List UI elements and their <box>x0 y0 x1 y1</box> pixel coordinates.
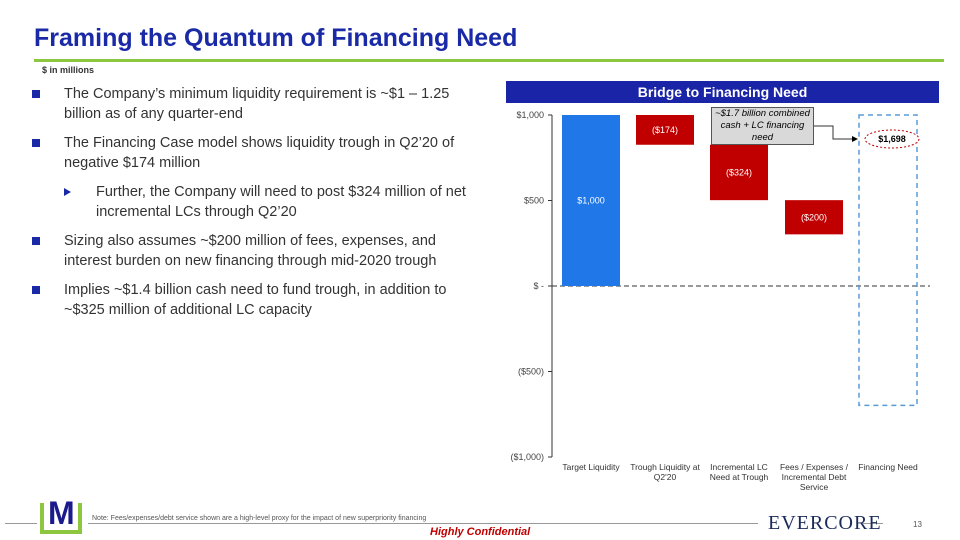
company-logo: M <box>40 495 82 534</box>
y-tick-label: $500 <box>524 196 544 206</box>
bullet: Implies ~$1.4 billion cash need to fund … <box>32 280 477 320</box>
y-tick-label: $ - <box>533 281 544 291</box>
bar <box>562 115 620 286</box>
page-number: 13 <box>913 520 922 529</box>
chart-header: Bridge to Financing Need <box>506 81 939 103</box>
data-label: ($174) <box>652 125 678 135</box>
bullet-list: The Company’s minimum liquidity requirem… <box>32 84 477 329</box>
evercore-logo: EVERCORE <box>768 512 882 534</box>
x-tick-label: Q2'20 <box>654 472 677 482</box>
bullet: Sizing also assumes ~$200 million of fee… <box>32 231 477 271</box>
callout-connector <box>814 125 855 140</box>
y-tick-label: ($1,000) <box>510 452 544 462</box>
footer-rule <box>863 523 883 524</box>
x-tick-label: Target Liquidity <box>562 462 620 472</box>
footnote: Note: Fees/expenses/debt service shown a… <box>92 515 427 522</box>
x-tick-label: Financing Need <box>858 462 918 472</box>
x-tick-label: Incremental Debt <box>782 472 847 482</box>
data-label: $1,000 <box>577 196 605 206</box>
data-label: $1,698 <box>878 134 906 144</box>
bar <box>785 200 843 235</box>
y-tick-label: ($500) <box>518 367 544 377</box>
page-title: Framing the Quantum of Financing Need <box>34 24 518 52</box>
bar <box>636 115 694 145</box>
bar-financing-need <box>858 114 918 407</box>
bar <box>710 144 768 201</box>
callout-box: ~$1.7 billion combined cash + LC financi… <box>711 107 814 145</box>
title-rule <box>34 59 944 62</box>
sub-bullet: Further, the Company will need to post $… <box>64 182 477 222</box>
data-label: ($324) <box>726 167 752 177</box>
x-tick-label: Fees / Expenses / <box>780 462 849 472</box>
arrow-head-icon <box>852 136 858 142</box>
footer-rule <box>88 523 758 524</box>
bullet: The Company’s minimum liquidity requirem… <box>32 84 477 124</box>
confidential-label: Highly Confidential <box>430 526 531 538</box>
footer-rule <box>5 523 37 524</box>
total-label-oval <box>864 129 920 149</box>
x-tick-label: Incremental LC <box>710 462 768 472</box>
units-label: $ in millions <box>42 65 95 75</box>
y-tick-label: $1,000 <box>516 110 544 120</box>
data-label: ($200) <box>801 212 827 222</box>
bullet: The Financing Case model shows liquidity… <box>32 133 477 173</box>
x-tick-label: Need at Trough <box>710 472 769 482</box>
x-tick-label: Service <box>800 482 829 492</box>
x-tick-label: Trough Liquidity at <box>630 462 700 472</box>
